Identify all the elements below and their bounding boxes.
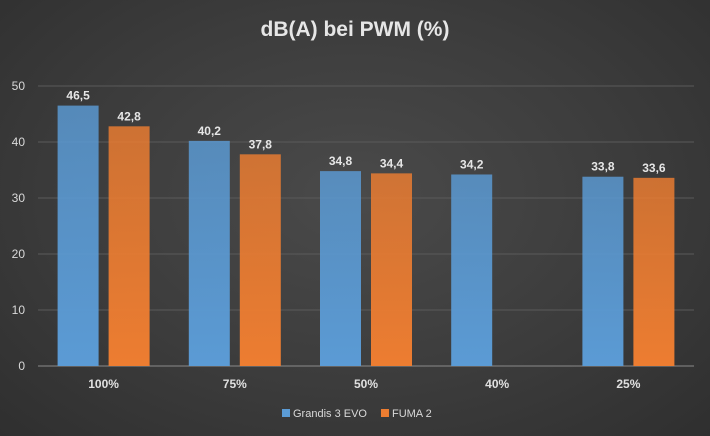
- bar-fuma-2-0: [108, 126, 150, 366]
- y-tick-label: 50: [12, 79, 26, 93]
- data-label: 46,5: [66, 89, 90, 103]
- bar-fuma-2-4: [633, 177, 675, 366]
- x-tick-label: 100%: [88, 377, 119, 391]
- bars: [57, 105, 675, 366]
- x-tick-label: 40%: [485, 377, 509, 391]
- x-tick-label: 25%: [616, 377, 640, 391]
- y-tick-label: 0: [18, 359, 25, 373]
- data-labels: 46,5 42,8 40,2 37,8 34,8 34,4 34,2 33,8 33,6: [66, 89, 665, 175]
- chart-title: dB(A) bei PWM (%): [261, 18, 450, 41]
- y-tick-label: 40: [12, 135, 26, 149]
- data-label: 37,8: [249, 137, 273, 151]
- legend-swatch: [282, 409, 290, 417]
- legend-swatch: [380, 409, 389, 417]
- bar-grandis-3-evo-1: [188, 140, 230, 366]
- data-label: 34,8: [329, 154, 353, 168]
- y-tick-label: 30: [12, 191, 26, 205]
- data-label: 42,8: [117, 109, 141, 123]
- data-label: 33,8: [591, 160, 615, 174]
- legend: Grandis 3 EVO FUMA 2: [282, 408, 432, 420]
- bar-grandis-3-evo-0: [57, 105, 99, 366]
- y-axis-ticks: 0 10 20 30 40 50: [12, 79, 26, 373]
- bar-fuma-2-2: [371, 173, 412, 366]
- y-tick-label: 20: [12, 247, 26, 261]
- bar-grandis-3-evo-4: [582, 176, 624, 366]
- legend-label: FUMA 2: [392, 408, 432, 420]
- y-tick-label: 10: [12, 303, 26, 317]
- bar-grandis-3-evo-3: [451, 174, 493, 366]
- bar-grandis-3-evo-2: [320, 171, 361, 366]
- data-label: 40,2: [198, 124, 222, 138]
- x-axis-ticks: 100% 75% 50% 40% 25%: [88, 377, 640, 391]
- data-label: 34,4: [380, 156, 404, 170]
- bar-fuma-2-1: [239, 154, 281, 366]
- data-label: 34,2: [460, 157, 484, 171]
- legend-label: Grandis 3 EVO: [293, 408, 367, 420]
- x-tick-label: 75%: [223, 377, 247, 391]
- x-tick-label: 50%: [354, 377, 378, 391]
- data-label: 33,6: [642, 161, 666, 175]
